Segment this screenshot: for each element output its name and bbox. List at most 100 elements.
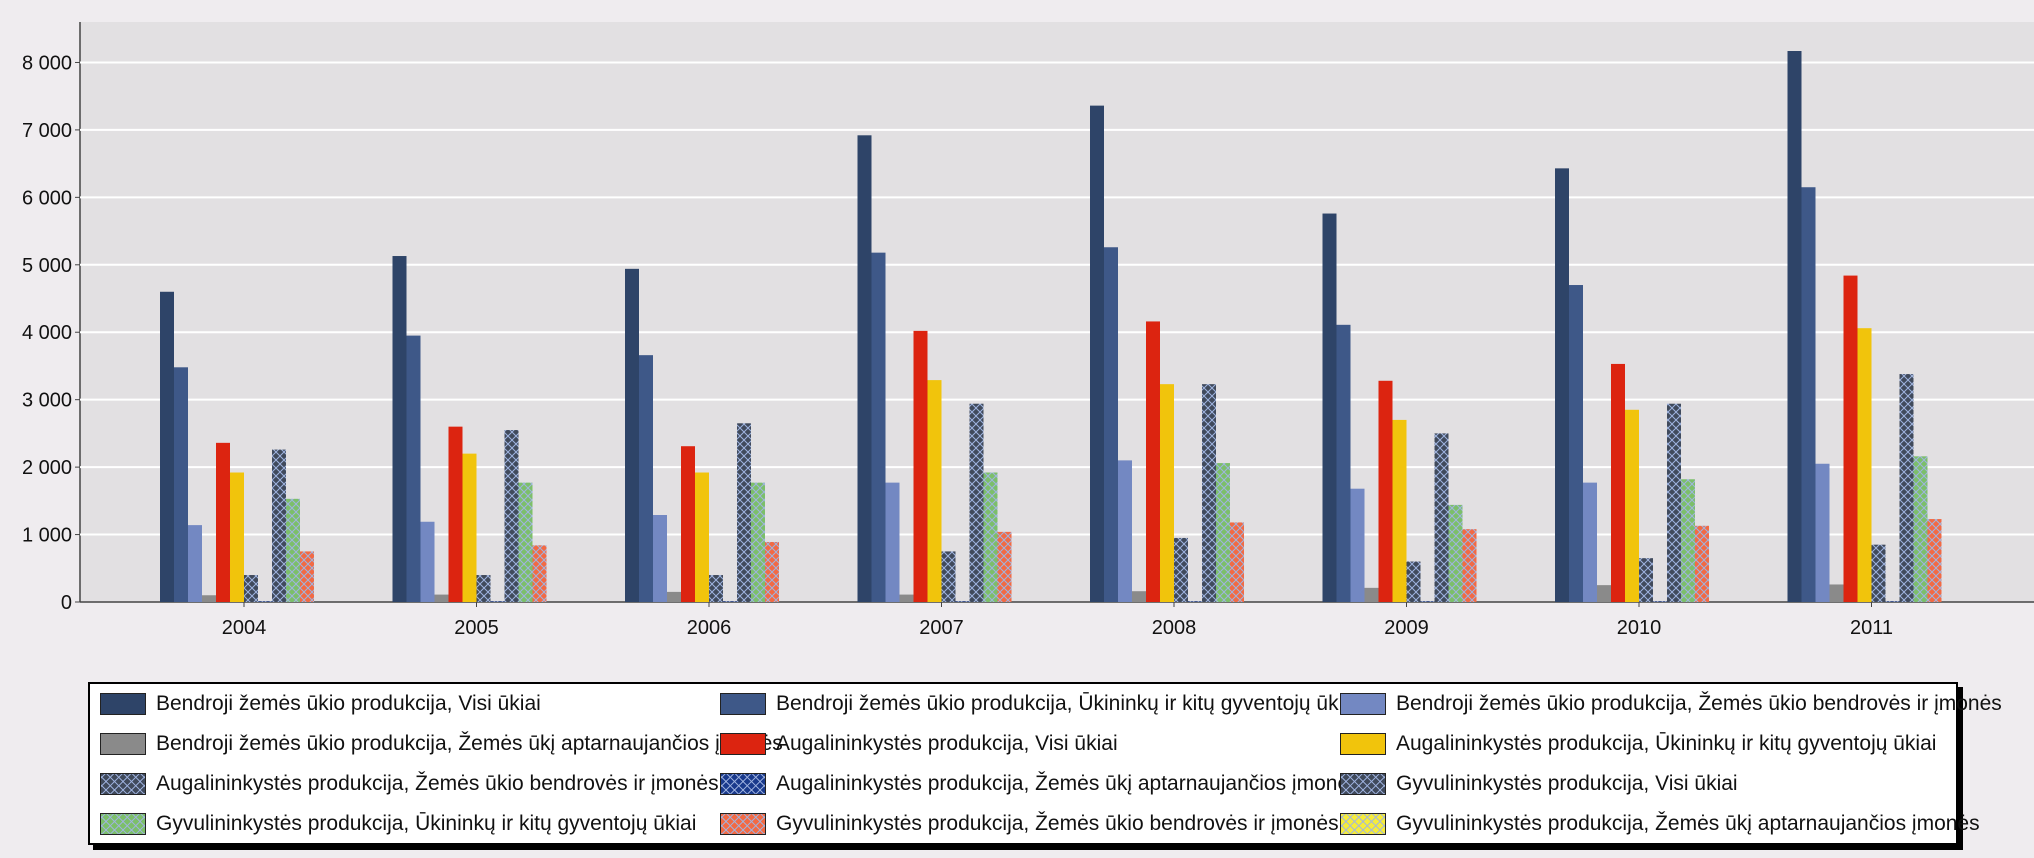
- bar-chart: 0 1 000 2 000 3 000 4 000 5 000 6 000 7 000 8 00…: [22, 22, 2034, 639]
- x-tick-label: 2004: [222, 617, 267, 639]
- bar: [667, 591, 681, 602]
- bar: [1667, 403, 1681, 602]
- bar: [1202, 384, 1216, 602]
- bar: [462, 453, 477, 602]
- y-tick-label: 3 000: [22, 390, 72, 412]
- legend-label: Bendroji žemės ūkio produkcija, Visi ūki…: [156, 692, 541, 715]
- bar: [1569, 285, 1583, 602]
- bar: [1434, 433, 1449, 602]
- bar: [1583, 482, 1597, 602]
- legend-label: Gyvulininkystės produkcija, Žemės ūkį ap…: [1396, 812, 1980, 835]
- bar: [1392, 419, 1407, 602]
- legend-item: Bendroji žemės ūkio produkcija, Žemės ūk…: [1340, 684, 2002, 724]
- bar: [1815, 463, 1830, 602]
- bar: [1555, 168, 1569, 603]
- legend-item: Augalininkystės produkcija, Žemės ūkio b…: [100, 764, 720, 804]
- bar: [1625, 409, 1639, 602]
- bar: [871, 252, 886, 602]
- bar: [1448, 504, 1463, 602]
- legend-item: Bendroji žemės ūkio produkcija, Visi ūki…: [100, 684, 720, 724]
- bar: [202, 595, 216, 602]
- bar: [1188, 601, 1202, 602]
- bar: [518, 482, 533, 602]
- bar: [300, 551, 314, 602]
- bar: [230, 472, 244, 602]
- bar: [1857, 328, 1872, 602]
- legend-swatch: [1340, 733, 1386, 755]
- legend-label: Gyvulininkystės produkcija, Žemės ūkio b…: [776, 812, 1339, 835]
- bar: [1146, 321, 1160, 602]
- legend-swatch: [720, 773, 766, 795]
- y-tick-label: 5 000: [22, 255, 72, 277]
- bar: [448, 426, 463, 602]
- bar: [1611, 363, 1625, 602]
- bar: [1787, 51, 1802, 602]
- bar: [681, 446, 695, 602]
- bar: [392, 256, 407, 602]
- bar: [913, 330, 928, 602]
- bar: [1653, 601, 1667, 602]
- bar: [1364, 587, 1379, 602]
- bar: [1378, 380, 1393, 602]
- legend-item: Gyvulininkystės produkcija, Žemės ūkį ap…: [1340, 804, 1980, 844]
- legend-swatch: [1340, 773, 1386, 795]
- legend-swatch: [1340, 693, 1386, 715]
- y-tick-label: 2 000: [22, 457, 72, 479]
- legend-item: Gyvulininkystės produkcija, Visi ūkiai: [1340, 764, 1960, 804]
- bar: [969, 403, 984, 602]
- bar: [695, 472, 709, 602]
- bar: [723, 601, 737, 602]
- bar: [406, 335, 421, 602]
- legend-item: Augalininkystės produkcija, Ūkininkų ir …: [1340, 724, 1960, 764]
- bar: [1406, 561, 1421, 602]
- bar: [1462, 529, 1477, 602]
- bar: [420, 521, 435, 602]
- bar: [1350, 488, 1365, 602]
- y-tick-label: 7 000: [22, 120, 72, 142]
- bar: [1420, 601, 1435, 602]
- legend-swatch: [100, 773, 146, 795]
- bar: [1230, 522, 1244, 602]
- bar: [983, 472, 998, 602]
- legend-label: Bendroji žemės ūkio produkcija, Ūkininkų…: [776, 692, 1360, 715]
- bar: [751, 482, 765, 602]
- bar: [653, 515, 667, 602]
- legend-swatch: [100, 693, 146, 715]
- legend-item: Gyvulininkystės produkcija, Žemės ūkio b…: [720, 804, 1340, 844]
- bar: [1913, 456, 1928, 602]
- y-tick-label: 8 000: [22, 52, 72, 74]
- y-tick-label: 4 000: [22, 322, 72, 344]
- bar: [899, 594, 914, 602]
- legend-swatch: [100, 813, 146, 835]
- legend-swatch: [720, 693, 766, 715]
- x-tick-label: 2006: [687, 617, 732, 639]
- bar: [927, 380, 942, 602]
- bar: [955, 601, 970, 602]
- legend-item: Augalininkystės produkcija, Visi ūkiai: [720, 724, 1340, 764]
- bar: [272, 449, 286, 602]
- legend-label: Bendroji žemės ūkio produkcija, Žemės ūk…: [156, 732, 783, 755]
- legend-swatch: [100, 733, 146, 755]
- bar: [286, 498, 300, 602]
- x-tick-label: 2010: [1617, 617, 1662, 639]
- bar: [1336, 324, 1351, 602]
- legend-item: Bendroji žemės ūkio produkcija, Žemės ūk…: [100, 724, 783, 764]
- bar: [532, 545, 547, 602]
- bar: [1104, 247, 1118, 603]
- bar: [160, 291, 174, 602]
- bar: [1597, 585, 1611, 602]
- bar: [1174, 537, 1188, 602]
- legend-item: Augalininkystės produkcija, Žemės ūkį ap…: [720, 764, 1360, 804]
- bar: [1885, 601, 1900, 602]
- bar: [765, 541, 779, 602]
- x-tick-label: 2005: [454, 617, 499, 639]
- bar: [1118, 460, 1132, 602]
- legend: Bendroji žemės ūkio produkcija, Visi ūki…: [88, 682, 2002, 845]
- legend-swatch: [720, 733, 766, 755]
- legend-swatch: [720, 813, 766, 835]
- bar: [476, 575, 491, 602]
- y-tick-label: 6 000: [22, 187, 72, 209]
- bar: [639, 355, 653, 602]
- bar: [625, 268, 639, 602]
- bar: [885, 482, 900, 602]
